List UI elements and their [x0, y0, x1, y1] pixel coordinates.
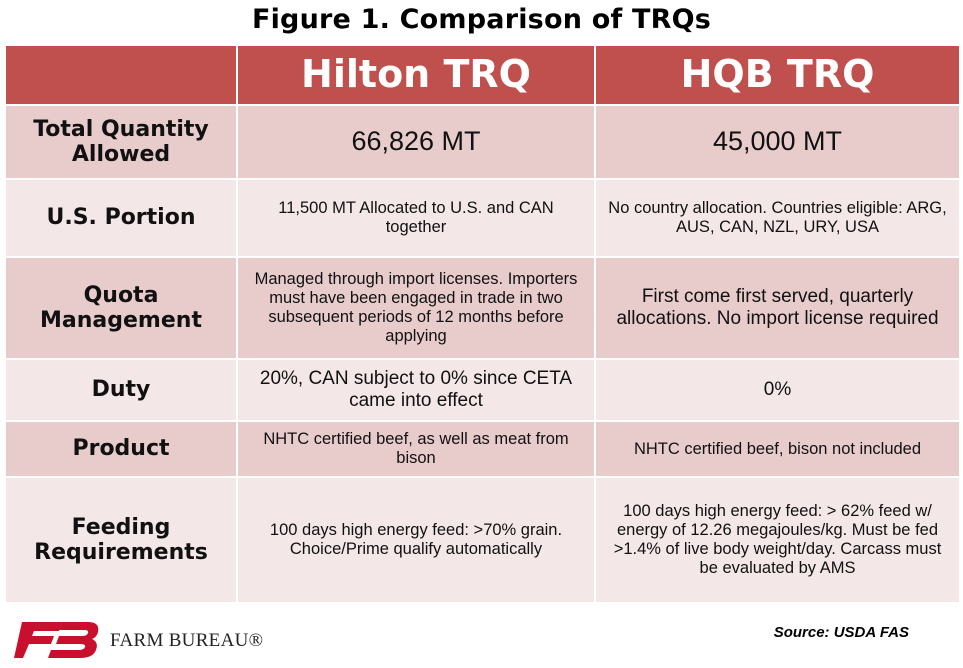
source-note: Source: USDA FAS — [773, 624, 909, 641]
farm-bureau-logo-icon — [14, 622, 99, 658]
row-label: Product — [4, 420, 238, 478]
cell-hilton: 11,500 MT Allocated to U.S. and CAN toge… — [236, 178, 596, 258]
row-label: U.S. Portion — [4, 178, 238, 258]
table-row: Total Quantity Allowed 66,826 MT 45,000 … — [4, 104, 961, 180]
cell-hqb: No country allocation. Countries eligibl… — [594, 178, 961, 258]
cell-hqb: 100 days high energy feed: > 62% feed w/… — [594, 476, 961, 604]
cell-hilton: 66,826 MT — [236, 104, 596, 180]
row-label: Total Quantity Allowed — [4, 104, 238, 180]
table-row: Duty 20%, CAN subject to 0% since CETA c… — [4, 358, 961, 422]
cell-hilton: 100 days high energy feed: >70% grain. C… — [236, 476, 596, 604]
table-row: Product NHTC certified beef, as well as … — [4, 420, 961, 478]
cell-hqb: 0% — [594, 358, 961, 422]
table-header-row: Hilton TRQ HQB TRQ — [4, 44, 961, 106]
cell-hqb: First come first served, quarterly alloc… — [594, 256, 961, 360]
page-title: Figure 1. Comparison of TRQs — [251, 4, 712, 35]
column-header-hilton: Hilton TRQ — [236, 44, 596, 106]
cell-hilton: NHTC certified beef, as well as meat fro… — [236, 420, 596, 478]
cell-hilton: 20%, CAN subject to 0% since CETA came i… — [236, 358, 596, 422]
cell-hqb: 45,000 MT — [594, 104, 961, 180]
cell-hilton: Managed through import licenses. Importe… — [236, 256, 596, 360]
row-label: Quota Management — [4, 256, 238, 360]
row-label: Duty — [4, 358, 238, 422]
cell-hqb: NHTC certified beef, bison not included — [594, 420, 961, 478]
table-row: Quota Management Managed through import … — [4, 256, 961, 360]
farm-bureau-logo: FARM BUREAU® — [14, 618, 274, 660]
header-corner — [4, 44, 238, 106]
row-label: Feeding Requirements — [4, 476, 238, 604]
table-row: U.S. Portion 11,500 MT Allocated to U.S.… — [4, 178, 961, 258]
farm-bureau-wordmark: FARM BUREAU® — [110, 630, 264, 651]
comparison-table: Hilton TRQ HQB TRQ Total Quantity Allowe… — [4, 44, 961, 604]
column-header-hqb: HQB TRQ — [594, 44, 961, 106]
table-row: Feeding Requirements 100 days high energ… — [4, 476, 961, 604]
